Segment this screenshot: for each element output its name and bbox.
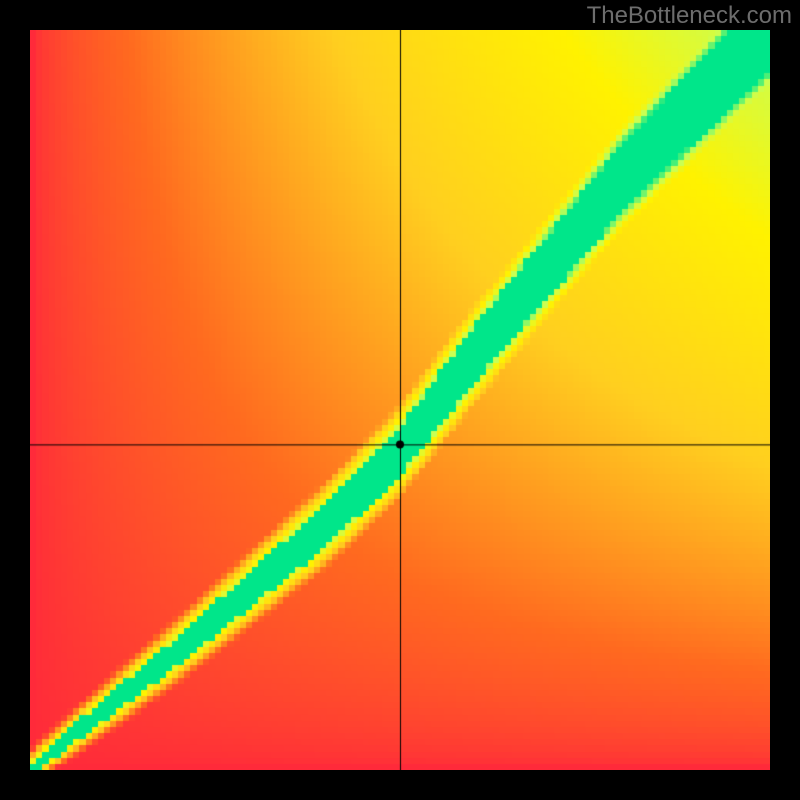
watermark-text: TheBottleneck.com xyxy=(587,2,792,30)
heatmap-plot xyxy=(30,30,770,770)
